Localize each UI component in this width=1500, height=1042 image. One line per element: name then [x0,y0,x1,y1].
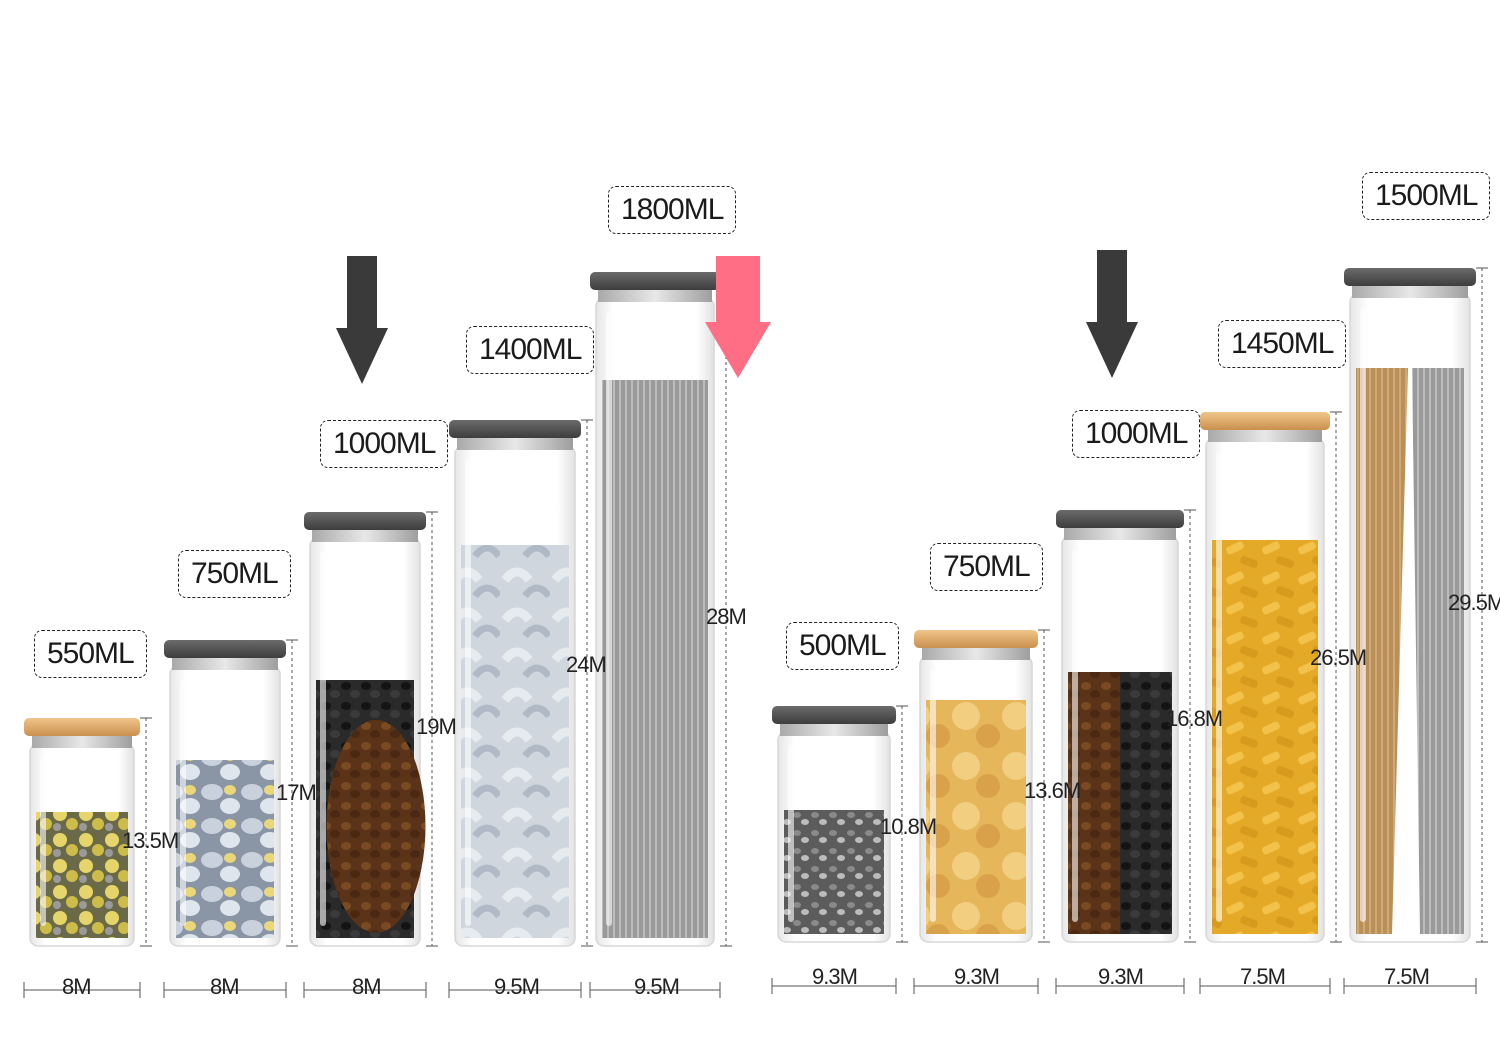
capacity-label-8: 1000ML [1072,410,1201,458]
jars [24,268,1476,947]
jar-highlight [1072,550,1078,922]
dimension-7 [913,629,1050,994]
jar-lid [590,272,720,290]
jar-lid [304,512,426,530]
jar-food [1120,672,1172,934]
height-label-2: 17M [276,780,317,805]
jar-9 [1200,412,1330,943]
jar-food [784,810,884,934]
jar-food [1212,540,1318,934]
jar-2 [164,640,286,947]
dimension-10 [1343,267,1488,994]
jar-3 [304,512,426,947]
jar-7 [914,630,1038,943]
jar-lid [1344,268,1476,286]
width-label-6: 9.3M [812,964,858,989]
height-label-10: 29.5M [1448,590,1500,615]
width-label-9: 7.5M [1240,964,1286,989]
jar-6 [772,706,896,943]
width-label-7: 9.3M [954,964,1000,989]
dimension-1 [23,717,152,998]
capacity-label-2: 750ML [178,550,291,598]
height-label-7: 13.6M [1024,778,1081,803]
jar-lid [772,706,896,724]
capacity-label-10: 1500ML [1362,172,1491,220]
width-label-3: 8M [352,974,382,999]
capacity-label-1: 550ML [34,630,147,678]
jar-food [176,760,274,938]
dimension-2 [163,639,298,998]
jar-food [1412,368,1464,934]
height-label-5: 28M [706,604,747,629]
height-label-4: 24M [566,652,607,677]
jar-highlight [930,670,936,922]
jar-highlight [180,680,186,926]
dimension-3 [303,511,438,998]
capacity-label-3: 1000ML [320,420,449,468]
capacity-label-5: 1800ML [608,186,737,234]
width-label-1: 8M [62,974,92,999]
height-label-6: 10.8M [880,814,937,839]
jar-lid [164,640,286,658]
jar-lid [914,630,1038,648]
down-arrow-icon [705,256,771,378]
jar-10 [1344,268,1476,943]
jar-highlight [606,312,612,926]
jar-1 [24,718,140,947]
width-label-4: 9.5M [494,974,540,999]
jar-8 [1056,510,1184,943]
height-label-3: 19M [416,714,457,739]
jar-food [461,545,569,938]
dimension-lines [23,267,1488,998]
dimension-6 [771,705,908,994]
jar-highlight [465,460,471,926]
height-label-1: 13.5M [122,828,179,853]
width-label-2: 8M [210,974,240,999]
jar-food [926,700,1026,934]
width-label-10: 7.5M [1384,964,1430,989]
down-arrow-icon [1086,250,1138,378]
jar-highlight [1360,308,1366,922]
jar-food [326,719,426,933]
dimension-9 [1199,411,1342,994]
jar-food [36,812,128,938]
dimension-4 [448,419,593,998]
dimension-8 [1055,509,1196,994]
jar-highlight [788,746,794,922]
jar-4 [449,420,581,947]
down-arrow-icon [336,256,388,384]
jar-food [602,380,708,938]
jar-lid [449,420,581,438]
jar-lid [1200,412,1330,430]
height-label-9: 26.5M [1310,645,1367,670]
jar-food [1356,368,1408,934]
capacity-label-6: 500ML [786,622,899,670]
width-label-8: 9.3M [1098,964,1144,989]
arrows [336,250,1138,384]
capacity-label-4: 1400ML [466,326,595,374]
jar-lid [1056,510,1184,528]
jar-5 [590,272,720,947]
capacity-label-9: 1450ML [1218,320,1347,368]
width-label-5: 9.5M [634,974,680,999]
jar-highlight [1216,452,1222,922]
jar-lid [24,718,140,736]
height-label-8: 16.8M [1166,706,1223,731]
capacity-label-7: 750ML [930,543,1043,591]
jar-highlight [40,758,46,926]
jar-highlight [320,552,326,926]
